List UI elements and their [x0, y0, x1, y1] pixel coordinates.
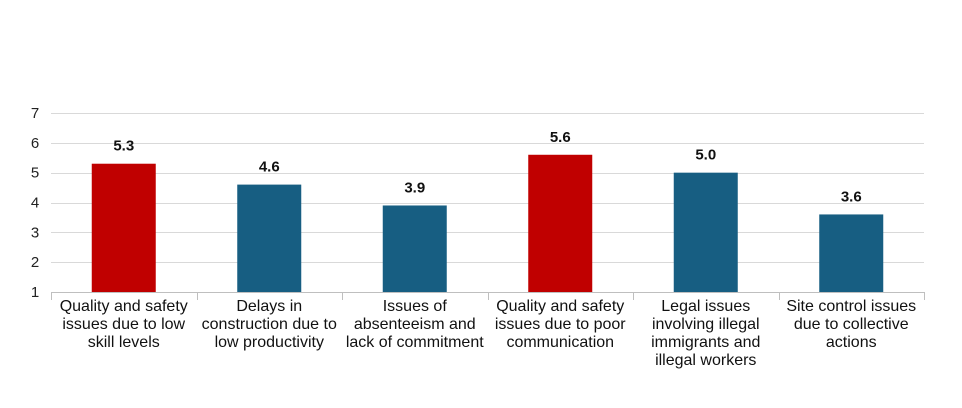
category-label: Quality and safety issues due to poor co…	[494, 298, 626, 351]
y-tick-label: 3	[31, 224, 39, 241]
category-label: Quality and safety issues due to low ski…	[59, 298, 188, 351]
y-tick-label: 2	[31, 254, 39, 271]
bar	[528, 154, 593, 292]
y-tick-label: 7	[31, 105, 39, 122]
y-axis: 1 2 3 4 5 6 7	[31, 105, 39, 301]
bar	[237, 184, 302, 292]
value-labels: 5.3 4.6 3.9 5.6 5.0 3.6	[113, 129, 861, 206]
category-label: Issues of absenteeism and lack of commit…	[345, 298, 484, 351]
y-tick-label: 6	[31, 135, 39, 152]
y-tick-label: 5	[31, 165, 39, 182]
gridlines	[51, 113, 925, 300]
bar	[819, 214, 884, 292]
y-tick-label: 4	[31, 195, 39, 212]
data-label: 4.6	[259, 159, 280, 176]
data-label: 5.3	[113, 138, 134, 155]
data-label: 3.9	[404, 179, 425, 196]
bar	[673, 172, 738, 292]
bar	[382, 205, 447, 292]
category-label: Legal issues involving illegal immigrant…	[651, 298, 761, 369]
bar	[91, 163, 156, 292]
data-label: 5.0	[695, 147, 716, 164]
category-label: Site control issues due to collective ac…	[786, 298, 917, 351]
y-tick-label: 1	[31, 284, 39, 301]
data-label: 3.6	[841, 188, 862, 205]
bars	[91, 154, 884, 292]
category-label: Delays in construction due to low produc…	[201, 298, 337, 351]
data-label: 5.6	[550, 129, 571, 146]
